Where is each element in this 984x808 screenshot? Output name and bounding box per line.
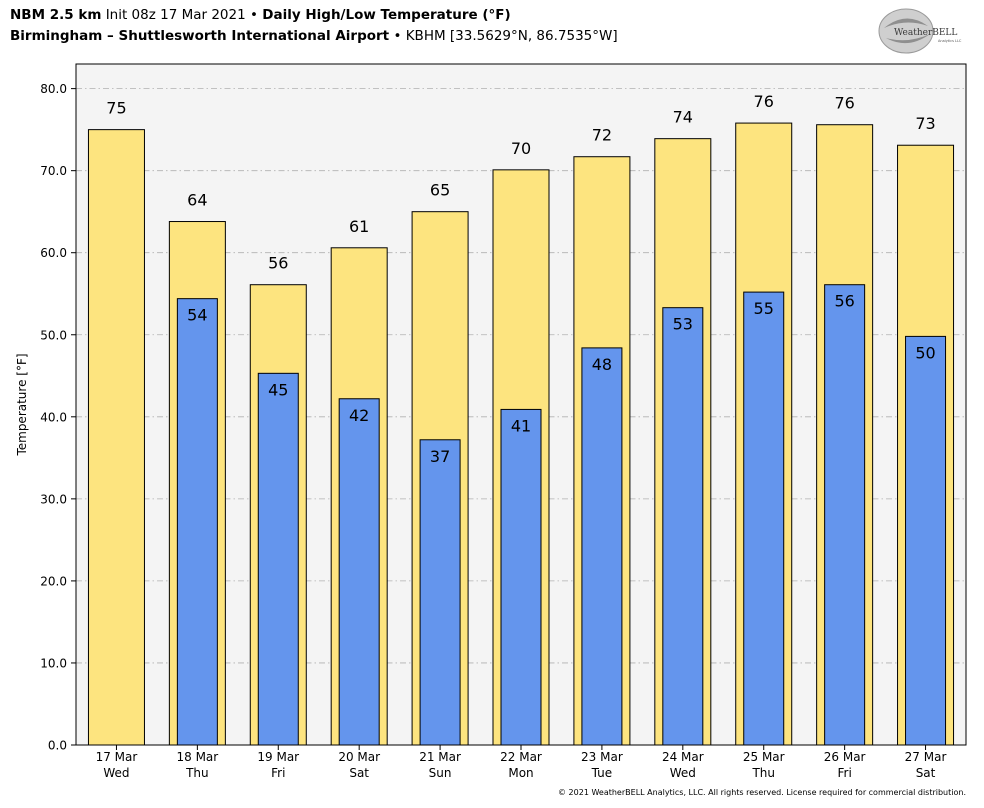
x-tick-label: 27 Mar <box>905 750 947 764</box>
low-temp-bar <box>581 347 623 746</box>
x-tick-weekday: Sun <box>429 766 452 780</box>
low-temp-label: 55 <box>754 299 774 318</box>
high-temp-label: 76 <box>754 92 774 111</box>
y-tick-label: 40.0 <box>40 410 67 424</box>
x-tick-label: 17 Mar <box>96 750 138 764</box>
y-tick-label: 30.0 <box>40 492 67 506</box>
x-tick-weekday: Fri <box>271 766 285 780</box>
y-tick-label: 0.0 <box>48 739 67 753</box>
y-tick-label: 20.0 <box>40 574 67 588</box>
x-tick-label: 20 Mar <box>338 750 380 764</box>
low-temp-bar <box>257 372 299 746</box>
x-tick-weekday: Sat <box>349 766 369 780</box>
high-temp-label: 73 <box>915 114 935 133</box>
x-tick-weekday: Thu <box>751 766 775 780</box>
high-temp-bar <box>87 129 145 746</box>
x-tick-weekday: Wed <box>670 766 696 780</box>
low-temp-label: 37 <box>430 447 450 466</box>
x-tick-weekday: Mon <box>508 766 533 780</box>
logo-globe <box>878 8 934 54</box>
high-temp-label: 61 <box>349 217 369 236</box>
x-tick-label: 18 Mar <box>176 750 218 764</box>
x-tick-weekday: Tue <box>591 766 613 780</box>
low-temp-label: 54 <box>187 306 207 325</box>
x-tick-weekday: Fri <box>837 766 851 780</box>
low-temp-label: 48 <box>592 355 612 374</box>
high-temp-label: 74 <box>673 108 693 127</box>
high-temp-label: 72 <box>592 126 612 145</box>
x-tick-weekday: Sat <box>916 766 936 780</box>
logo-text: WeatherBELL <box>894 28 957 38</box>
chart-title: NBM 2.5 km Init 08z 17 Mar 2021 • Daily … <box>10 7 511 23</box>
y-axis: 0.0 10.0 20.0 30.0 40.0 50.0 60.0 70.0 80.0 <box>40 82 76 753</box>
y-tick-label: 50.0 <box>40 328 67 342</box>
low-temp-label: 56 <box>834 292 854 311</box>
station-id: KBHM [33.5629°N, 86.7535°W] <box>405 28 618 44</box>
subtitle-separator: • <box>393 28 402 44</box>
high-temp-label: 64 <box>187 191 207 210</box>
y-tick-label: 10.0 <box>40 656 67 670</box>
low-temp-bar <box>662 307 704 746</box>
low-temp-bar <box>743 291 785 746</box>
station-name: Birmingham – Shuttlesworth International… <box>10 28 390 44</box>
low-temp-bar <box>824 284 866 746</box>
y-tick-label: 60.0 <box>40 246 67 260</box>
low-temp-bar <box>338 398 380 746</box>
x-tick-label: 21 Mar <box>419 750 461 764</box>
high-temp-label: 76 <box>834 94 854 113</box>
weatherbell-logo: WeatherBELL Analytics LLC <box>878 8 962 54</box>
low-temp-bar <box>176 298 218 746</box>
x-tick-label: 23 Mar <box>581 750 623 764</box>
high-temp-label: 65 <box>430 181 450 200</box>
low-temp-label: 50 <box>915 343 935 362</box>
x-axis: 17 Mar Wed 18 Mar Thu 19 Mar Fri 20 Mar Sat 21 M… <box>96 745 947 780</box>
copyright-notice: © 2021 WeatherBELL Analytics, LLC. All r… <box>558 788 966 797</box>
low-temp-bar <box>419 439 461 746</box>
logo-subtext: Analytics LLC <box>938 39 962 43</box>
high-temp-label: 75 <box>106 99 126 118</box>
model-name: NBM 2.5 km <box>10 7 102 23</box>
chart-subtitle: Birmingham – Shuttlesworth International… <box>10 28 618 44</box>
low-temp-label: 45 <box>268 380 288 399</box>
low-temp-label: 53 <box>673 315 693 334</box>
init-time: Init 08z 17 Mar 2021 <box>105 7 246 23</box>
x-tick-label: 22 Mar <box>500 750 542 764</box>
logo-swirl-lower <box>886 34 930 44</box>
low-temp-bar <box>500 408 542 746</box>
logo-swirl <box>884 18 928 28</box>
bars: 75 64 54 56 45 61 42 65 37 70 41 72 48 74 53 76 55 76 56 73… <box>87 92 955 746</box>
x-tick-label: 19 Mar <box>257 750 299 764</box>
x-tick-label: 26 Mar <box>824 750 866 764</box>
low-temp-label: 42 <box>349 406 369 425</box>
high-temp-label: 56 <box>268 254 288 273</box>
x-tick-weekday: Wed <box>103 766 129 780</box>
x-tick-label: 25 Mar <box>743 750 785 764</box>
y-tick-label: 70.0 <box>40 164 67 178</box>
product-title: Daily High/Low Temperature (°F) <box>262 7 511 23</box>
x-tick-weekday: Thu <box>185 766 209 780</box>
low-temp-label: 41 <box>511 416 531 435</box>
y-tick-label: 80.0 <box>40 82 67 96</box>
low-temp-bar <box>905 335 947 746</box>
title-separator: • <box>250 7 258 23</box>
y-axis-label: Temperature [°F] <box>15 353 29 456</box>
high-temp-label: 70 <box>511 139 531 158</box>
x-tick-label: 24 Mar <box>662 750 704 764</box>
